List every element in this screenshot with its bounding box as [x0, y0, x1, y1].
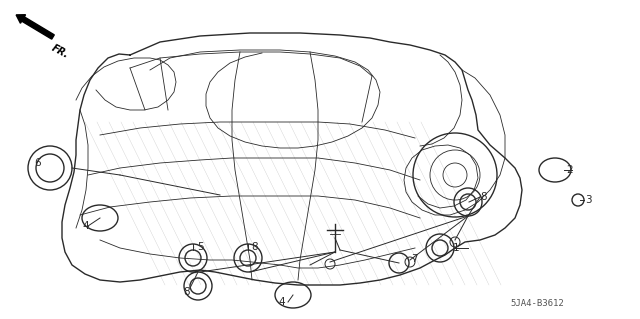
- Text: 7: 7: [411, 254, 418, 264]
- Text: 8: 8: [480, 192, 486, 202]
- Text: 8: 8: [183, 287, 189, 297]
- Text: 8: 8: [252, 242, 259, 252]
- Text: 1: 1: [453, 243, 460, 253]
- Text: 5: 5: [196, 242, 204, 252]
- FancyArrow shape: [16, 15, 54, 39]
- Text: 5JA4-B3612: 5JA4-B3612: [510, 299, 564, 308]
- Text: 2: 2: [566, 165, 573, 175]
- Text: 4: 4: [278, 297, 285, 307]
- Text: 6: 6: [34, 158, 40, 168]
- Text: 4: 4: [82, 221, 88, 231]
- Text: FR.: FR.: [50, 43, 70, 60]
- Text: 3: 3: [585, 195, 591, 205]
